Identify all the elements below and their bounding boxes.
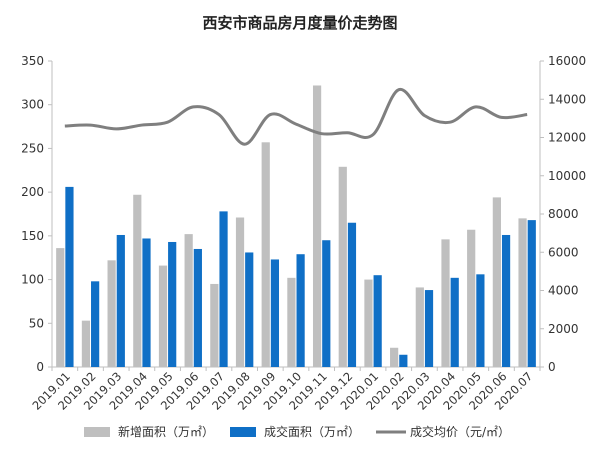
bar-new-area xyxy=(133,194,142,367)
bar-deal-area xyxy=(91,281,100,367)
legend-label: 新增面积（万㎡） xyxy=(118,424,214,439)
bar-new-area xyxy=(441,239,450,367)
right-tick-label: 16000 xyxy=(548,54,586,68)
right-tick-label: 6000 xyxy=(548,245,579,259)
chart-title: 西安市商品房月度量价走势图 xyxy=(202,14,397,32)
left-tick-label: 250 xyxy=(21,141,44,155)
right-tick-label: 8000 xyxy=(548,207,579,221)
bar-new-area xyxy=(518,218,527,367)
bar-new-area xyxy=(364,279,373,367)
right-tick-label: 14000 xyxy=(548,92,586,106)
bar-new-area xyxy=(261,142,270,367)
left-tick-label: 300 xyxy=(21,98,44,112)
left-tick-label: 100 xyxy=(21,273,44,287)
bar-new-area xyxy=(56,248,65,367)
bar-deal-area xyxy=(527,220,536,367)
bar-new-area xyxy=(492,197,501,367)
legend-swatch-new-area xyxy=(84,427,110,437)
bar-new-area xyxy=(184,234,193,367)
bar-deal-area xyxy=(245,252,254,367)
bar-deal-area xyxy=(142,238,151,367)
left-tick-label: 350 xyxy=(21,54,44,68)
bar-deal-area xyxy=(116,234,125,367)
right-tick-label: 0 xyxy=(548,360,556,374)
bar-deal-area xyxy=(219,211,228,367)
bar-new-area xyxy=(158,265,168,367)
plot-area: 0 50 100 150 200 250 300 350 0 2000 4000 6000 8000 10… xyxy=(21,54,586,413)
right-tick-label: 10000 xyxy=(548,169,586,183)
bar-new-area xyxy=(81,320,91,367)
bar-deal-area xyxy=(501,234,511,367)
bar-deal-area xyxy=(450,277,459,367)
left-tick-label: 200 xyxy=(21,185,44,199)
bar-new-area xyxy=(312,85,322,367)
bar-deal-area xyxy=(476,274,485,367)
bar-new-area xyxy=(107,260,116,367)
bar-deal-area xyxy=(347,222,357,367)
legend: 新增面积（万㎡） 成交面积（万㎡） 成交均价（元/㎡） xyxy=(84,424,510,439)
avg-price-line xyxy=(64,88,528,146)
bar-deal-area xyxy=(296,254,305,367)
bar-deal-area xyxy=(168,241,177,367)
bar-deal-area xyxy=(399,354,408,367)
bar-new-area xyxy=(415,287,424,367)
bar-deal-area xyxy=(270,259,280,367)
legend-label: 成交面积（万㎡） xyxy=(264,424,360,439)
bar-new-area xyxy=(287,277,296,367)
bar-new-area xyxy=(235,217,245,367)
left-tick-label: 150 xyxy=(21,229,44,243)
bar-new-area xyxy=(210,283,219,367)
right-tick-label: 2000 xyxy=(548,322,579,336)
legend-label: 成交均价（元/㎡） xyxy=(410,424,510,439)
bar-deal-area xyxy=(322,240,331,367)
bar-new-area xyxy=(338,166,347,367)
bar-new-area xyxy=(467,229,476,367)
bar-deal-area xyxy=(65,186,74,367)
bar-deal-area xyxy=(373,275,382,367)
right-tick-label: 4000 xyxy=(548,284,579,298)
bar-deal-area xyxy=(193,248,202,367)
left-tick-label: 0 xyxy=(36,360,44,374)
left-tick-label: 50 xyxy=(29,316,44,330)
legend-swatch-deal-area xyxy=(230,427,256,437)
bar-deal-area xyxy=(424,290,434,367)
right-tick-label: 12000 xyxy=(548,131,586,145)
bar-new-area xyxy=(390,347,399,367)
